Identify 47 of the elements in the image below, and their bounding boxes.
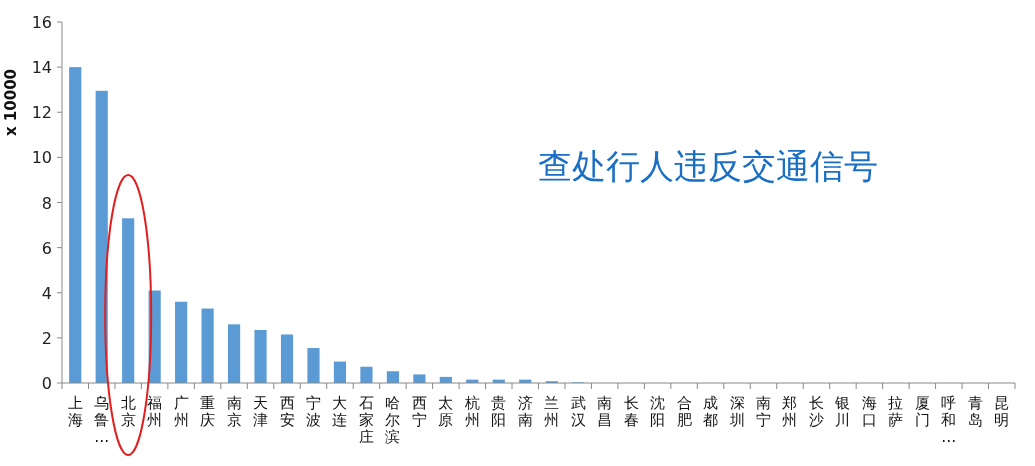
y-tick-label: 0: [41, 374, 52, 393]
x-tick-label: 合肥: [676, 394, 692, 429]
x-tick-label: 呼和…: [941, 394, 957, 446]
y-axis-title: x 10000: [2, 68, 20, 137]
y-tick-label: 10: [31, 148, 52, 168]
x-tick-label: 上海: [67, 394, 83, 429]
x-tick-label: 乌鲁…: [94, 394, 110, 446]
x-tick-label: 西安: [279, 394, 295, 429]
x-tick-label: 哈尔滨: [385, 394, 401, 446]
x-tick-label: 厦门: [914, 394, 930, 429]
x-tick-label: 青岛: [967, 394, 983, 429]
x-tick-label: 昆明: [994, 394, 1010, 429]
x-tick-label: 西宁: [411, 394, 427, 429]
x-tick-label: 广州: [173, 394, 189, 429]
x-tick-label: 拉萨: [888, 394, 904, 429]
x-tick-label: 北京: [120, 394, 136, 429]
x-tick-label: 沈阳: [650, 394, 666, 429]
x-tick-label: 深圳: [728, 394, 745, 429]
x-tick-label: 石家庄: [358, 394, 374, 446]
x-tick-label: 成都: [703, 394, 719, 429]
y-tick-label: 8: [41, 193, 52, 213]
y-tick-label: 4: [41, 283, 52, 303]
x-tick-label: 太原: [438, 394, 454, 429]
text: 查处行人违反交通信号: [538, 146, 878, 186]
x-tick-label: 银川: [834, 394, 851, 429]
x-tick-label: 天津: [253, 394, 269, 429]
x-tick-label: 福州: [147, 394, 163, 429]
y-tick-label: 16: [31, 13, 52, 32]
y-tick-label: 14: [31, 58, 52, 78]
x-tick-label: 济南: [517, 394, 533, 429]
x-tick-label: 重庆: [200, 394, 216, 429]
y-tick-label: 6: [41, 238, 52, 258]
x-tick-label: 兰州: [544, 394, 560, 429]
y-tick-label: 2: [41, 328, 52, 348]
x-tick-label: 宁波: [305, 394, 321, 429]
x-tick-label: 海口: [861, 394, 877, 429]
x-tick-label: 武汉: [570, 394, 586, 429]
x-tick-label: 大连: [332, 394, 348, 429]
x-tick-label: 长春: [623, 394, 639, 429]
x-tick-label: 南宁: [756, 394, 772, 429]
y-tick-label: 12: [31, 103, 52, 123]
x-tick-label: 郑州: [782, 394, 798, 429]
x-tick-label: 贵阳: [491, 394, 507, 429]
x-tick-label: 南昌: [597, 394, 613, 429]
x-tick-label: 南京: [226, 394, 242, 429]
x-tick-label: 杭州: [463, 394, 480, 429]
x-tick-label: 长沙: [808, 394, 824, 429]
